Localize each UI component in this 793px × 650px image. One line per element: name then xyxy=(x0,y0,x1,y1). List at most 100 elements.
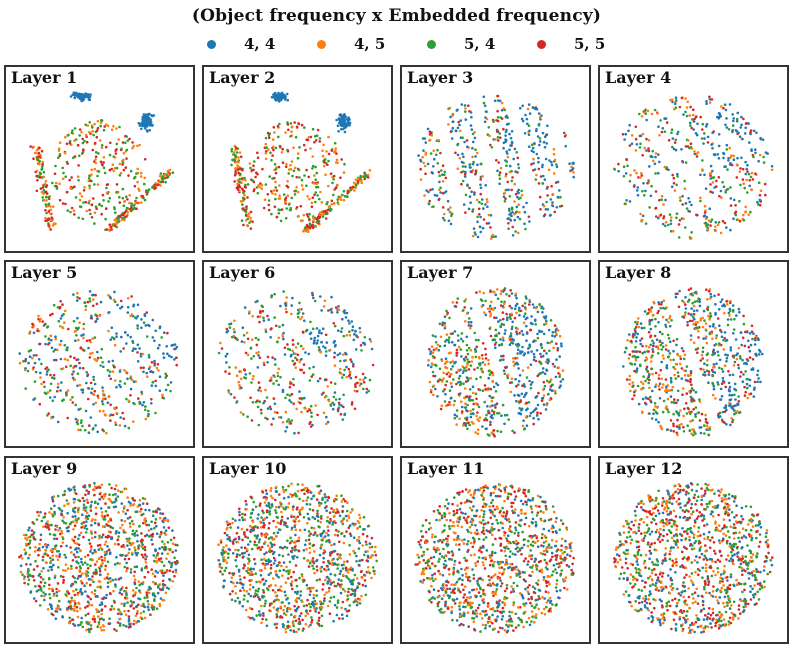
scatter-point xyxy=(708,325,712,328)
scatter-point xyxy=(535,128,538,131)
scatter-point xyxy=(132,304,135,308)
scatter-point xyxy=(286,180,289,183)
scatter-point xyxy=(142,370,145,374)
scatter-point xyxy=(118,195,121,199)
scatter-point xyxy=(298,146,301,149)
scatter-point xyxy=(34,370,38,374)
scatter-point xyxy=(102,365,105,369)
scatter-point xyxy=(32,531,36,534)
scatter-point xyxy=(46,543,50,547)
scatter-point xyxy=(278,197,282,200)
scatter-point xyxy=(107,329,110,333)
scatter-point xyxy=(622,165,626,168)
scatter-point xyxy=(670,216,673,219)
scatter-point xyxy=(157,183,160,186)
scatter-point xyxy=(327,184,330,188)
scatter-point xyxy=(95,207,98,210)
scatter-point xyxy=(45,192,49,195)
scatter-point xyxy=(424,141,428,144)
scatter-point xyxy=(538,372,542,375)
scatter-point xyxy=(748,184,751,188)
scatter-point xyxy=(304,407,307,410)
point-cloud xyxy=(427,287,565,438)
panel-title: Layer 4 xyxy=(605,68,672,87)
scatter-point xyxy=(142,521,145,525)
scatter-point xyxy=(105,431,108,435)
scatter-point xyxy=(481,425,484,428)
scatter-point xyxy=(262,401,265,405)
scatter-point xyxy=(126,601,129,604)
scatter-point xyxy=(42,184,45,187)
scatter-point xyxy=(689,389,693,393)
scatter-point xyxy=(552,147,556,151)
scatter-point xyxy=(668,213,672,216)
scatter-point xyxy=(270,95,274,99)
scatter-point xyxy=(296,190,300,194)
scatter-point xyxy=(63,357,67,361)
scatter-point xyxy=(104,564,107,568)
scatter-point xyxy=(119,350,122,353)
scatter-point xyxy=(461,152,464,156)
scatter-point xyxy=(521,104,524,108)
scatter-point xyxy=(534,359,538,363)
scatter-point xyxy=(505,139,508,142)
scatter-point xyxy=(461,179,465,183)
scatter-point xyxy=(661,341,664,345)
scatter-point xyxy=(270,423,273,426)
scatter-point xyxy=(363,171,366,175)
scatter-point xyxy=(516,356,519,360)
scatter-point xyxy=(758,153,762,157)
scatter-point xyxy=(109,141,112,145)
scatter-point xyxy=(634,345,637,349)
scatter-point xyxy=(703,424,706,427)
scatter-point xyxy=(734,213,738,217)
scatter-point xyxy=(691,293,694,297)
scatter-point xyxy=(517,412,521,415)
scatter-point xyxy=(551,201,554,204)
scatter-point xyxy=(731,373,735,377)
scatter-point xyxy=(120,218,124,221)
scatter-point xyxy=(526,107,530,111)
scatter-point xyxy=(319,295,322,298)
scatter-point xyxy=(682,349,685,353)
scatter-point xyxy=(664,325,668,329)
scatter-point xyxy=(505,160,509,163)
scatter-point xyxy=(91,148,95,152)
scatter-point xyxy=(495,334,498,338)
scatter-point xyxy=(650,184,653,188)
scatter-point xyxy=(686,145,690,148)
scatter-point xyxy=(333,355,336,359)
scatter-point xyxy=(79,421,83,425)
scatter-point xyxy=(493,434,496,438)
scatter-point xyxy=(249,227,253,230)
scatter-point xyxy=(313,135,317,138)
scatter-point xyxy=(49,313,52,317)
scatter-point xyxy=(517,380,521,383)
scatter-point xyxy=(665,428,669,431)
scatter-point xyxy=(474,338,478,342)
scatter-point xyxy=(50,568,54,572)
scatter-point xyxy=(322,391,325,395)
scatter-point xyxy=(136,327,139,330)
scatter-point xyxy=(114,578,117,581)
scatter-point xyxy=(456,153,460,157)
scatter-point xyxy=(516,327,519,331)
scatter-point xyxy=(521,345,524,349)
scatter-point xyxy=(668,340,672,343)
scatter-point xyxy=(84,524,88,528)
scatter-point xyxy=(58,182,61,186)
scatter-point xyxy=(654,385,657,389)
scatter-point xyxy=(477,338,480,342)
scatter-point xyxy=(470,115,473,119)
scatter-point xyxy=(464,355,468,359)
scatter-point xyxy=(92,403,95,406)
scatter-point xyxy=(496,429,499,433)
scatter-point xyxy=(125,157,128,160)
scatter-point xyxy=(97,622,101,626)
scatter-point xyxy=(685,365,689,368)
scatter-point xyxy=(713,294,716,298)
scatter-point xyxy=(256,172,259,176)
scatter-point xyxy=(308,367,311,370)
scatter-point xyxy=(346,190,350,193)
scatter-point xyxy=(745,178,748,182)
